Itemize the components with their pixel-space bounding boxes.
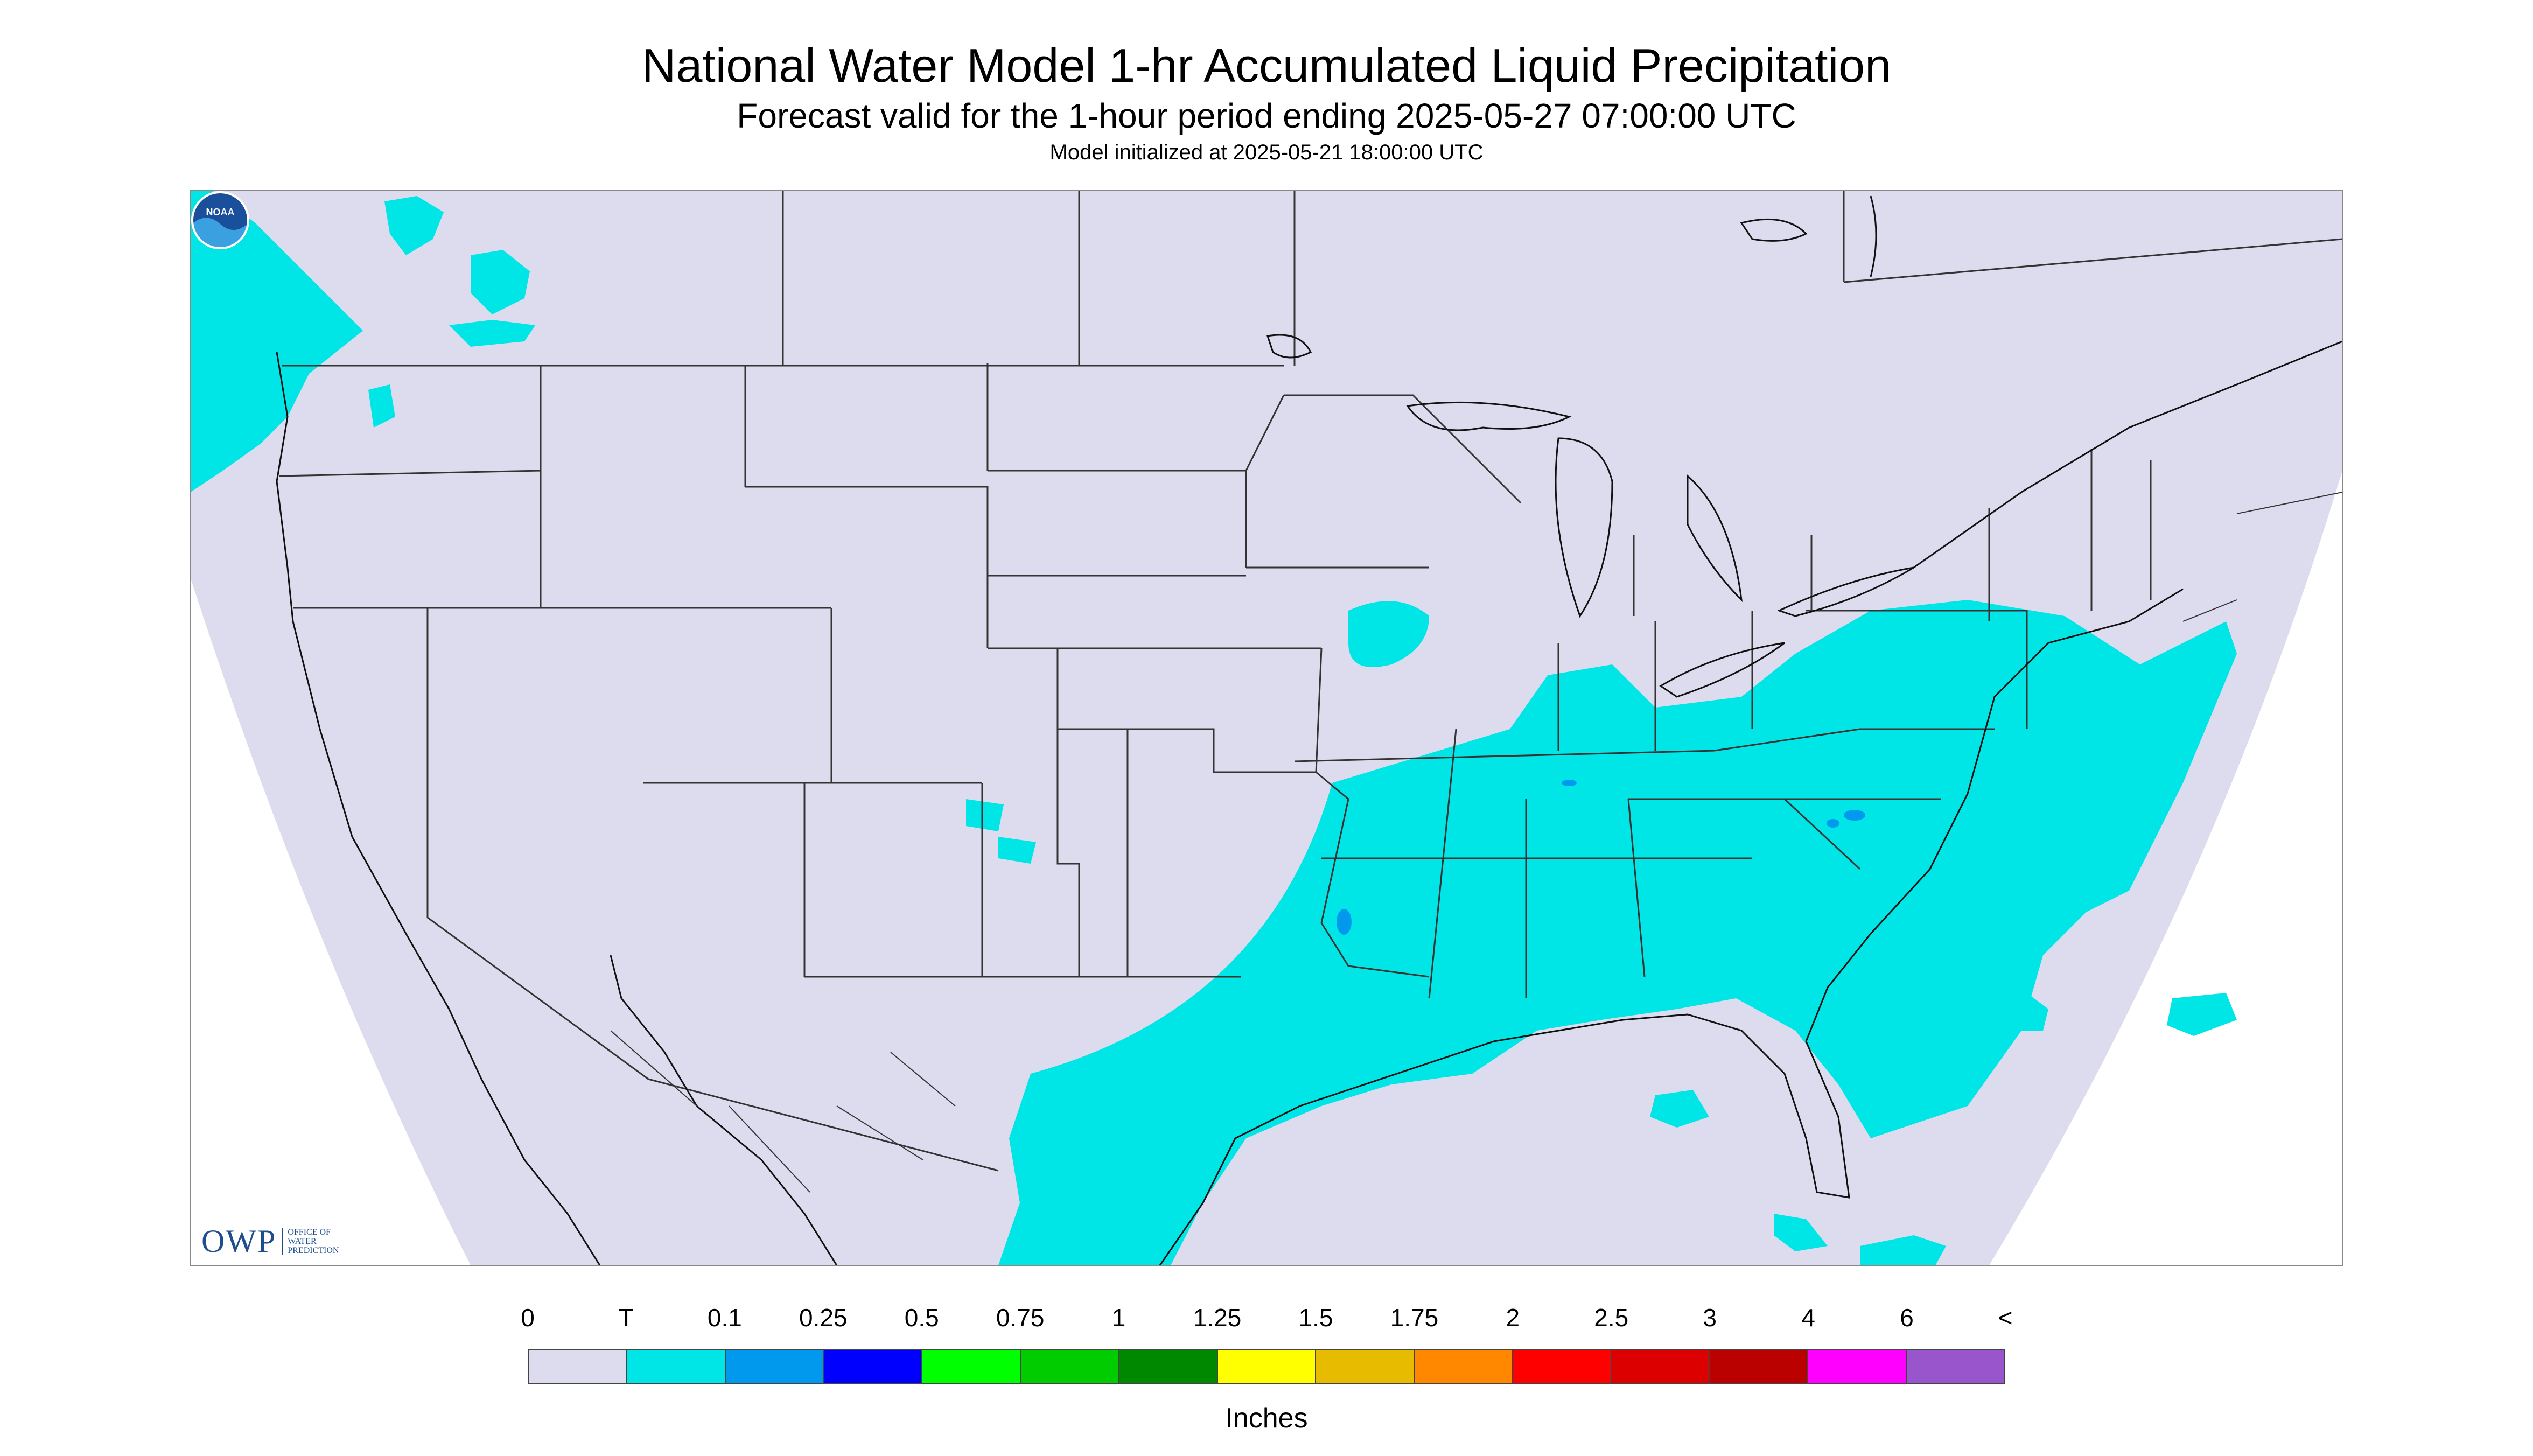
legend-label: 0.1 xyxy=(707,1304,742,1332)
trace-precip-areas xyxy=(191,191,2237,1265)
outside-projection-right xyxy=(1989,471,2342,1265)
legend-swatch xyxy=(1316,1350,1415,1383)
legend-label: 0 xyxy=(521,1304,535,1332)
owp-logo-line: OFFICE OF xyxy=(288,1228,331,1237)
legend-swatch xyxy=(1907,1350,2004,1383)
legend-swatch xyxy=(1611,1350,1710,1383)
noaa-logo: NOAA xyxy=(191,191,249,249)
map-canvas xyxy=(191,191,2342,1265)
legend-label: 0.75 xyxy=(996,1304,1045,1332)
legend-label: T xyxy=(618,1304,634,1332)
state-boundaries xyxy=(279,191,2342,1172)
owp-logo-line: WATER xyxy=(288,1237,317,1246)
owp-logo-text: OFFICE OF WATER PREDICTION xyxy=(282,1228,339,1255)
legend-swatch xyxy=(1808,1350,1907,1383)
legend-label: 0.5 xyxy=(904,1304,939,1332)
legend-swatch xyxy=(529,1350,627,1383)
light-precip-cells xyxy=(1337,780,1865,935)
legend-swatch xyxy=(1513,1350,1612,1383)
map-title: National Water Model 1-hr Accumulated Li… xyxy=(641,39,1892,92)
legend-label: 0.25 xyxy=(799,1304,848,1332)
legend-label: 3 xyxy=(1703,1304,1717,1332)
noaa-logo-text: NOAA xyxy=(206,207,235,218)
map-subtitle: Forecast valid for the 1-hour period end… xyxy=(737,96,1796,135)
legend-swatch xyxy=(1415,1350,1513,1383)
owp-logo-mark: OWP xyxy=(201,1223,277,1259)
legend-swatch xyxy=(725,1350,824,1383)
owp-logo-line: PREDICTION xyxy=(288,1246,339,1255)
outside-projection-left xyxy=(191,578,471,1265)
legend-swatch xyxy=(1217,1350,1317,1383)
legend-label: < xyxy=(1998,1304,2013,1332)
legend-swatch xyxy=(1710,1350,1809,1383)
precipitation-map: OWP OFFICE OF WATER PREDICTION NOAA xyxy=(190,190,2343,1266)
legend-swatch xyxy=(1119,1350,1218,1383)
legend-label: 1.75 xyxy=(1390,1304,1439,1332)
legend-swatch xyxy=(1020,1350,1119,1383)
legend-swatch xyxy=(922,1350,1021,1383)
legend-colorbar xyxy=(528,1349,2005,1384)
legend-label: 1.5 xyxy=(1298,1304,1333,1332)
international-lines xyxy=(610,492,2342,1193)
legend-units: Inches xyxy=(1225,1403,1308,1434)
legend-label: 1.25 xyxy=(1193,1304,1242,1332)
legend-label: 4 xyxy=(1801,1304,1815,1332)
legend-swatch xyxy=(824,1350,923,1383)
legend-label: 6 xyxy=(1900,1304,1914,1332)
legend-label: 2.5 xyxy=(1594,1304,1629,1332)
legend-swatch xyxy=(627,1350,726,1383)
legend-label: 2 xyxy=(1506,1304,1520,1332)
model-init-line: Model initialized at 2025-05-21 18:00:00… xyxy=(1049,141,1484,164)
owp-logo: OWP OFFICE OF WATER PREDICTION xyxy=(201,1223,339,1260)
legend-label: 1 xyxy=(1111,1304,1126,1332)
